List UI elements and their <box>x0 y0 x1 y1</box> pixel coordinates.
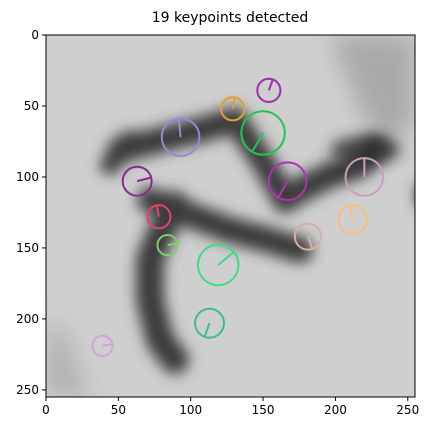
y-tick-label: 250 <box>16 383 39 397</box>
image-background <box>46 35 430 397</box>
x-tick-label: 250 <box>396 403 419 417</box>
x-tick-label: 200 <box>324 403 347 417</box>
x-tick-label: 150 <box>252 403 275 417</box>
x-tick-label: 0 <box>42 403 50 417</box>
x-tick-label: 50 <box>111 403 126 417</box>
chart-title: 19 keypoints detected <box>152 10 309 26</box>
x-tick-label: 100 <box>179 403 202 417</box>
y-tick-label: 100 <box>16 170 39 184</box>
y-tick-label: 200 <box>16 312 39 326</box>
x-axis: 0 50 100 150 200 250 <box>42 397 419 417</box>
y-tick-label: 0 <box>31 28 39 42</box>
y-tick-label: 50 <box>24 99 39 113</box>
y-axis: 0 50 100 150 200 250 <box>16 28 46 397</box>
y-tick-label: 150 <box>16 241 39 255</box>
